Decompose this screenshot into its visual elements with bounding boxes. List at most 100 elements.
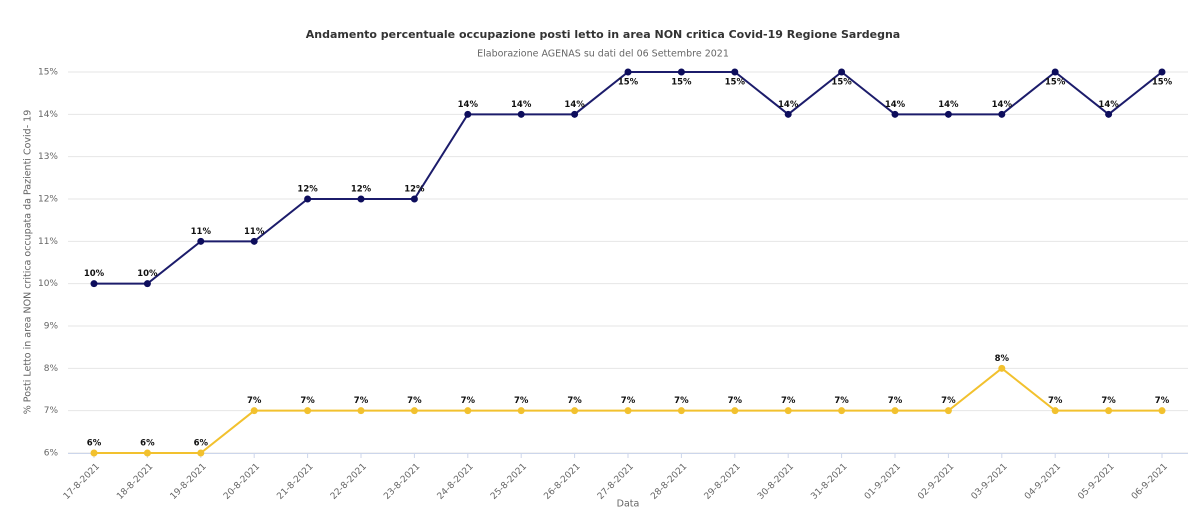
point (784, 110, 792, 118)
y-tick-label: 8% (44, 364, 59, 374)
point (143, 280, 151, 288)
data-label: 7% (674, 396, 689, 406)
y-tick-label: 7% (44, 406, 59, 416)
point (1158, 68, 1166, 76)
point (998, 110, 1006, 118)
data-label: 7% (461, 396, 476, 406)
point (998, 364, 1006, 372)
x-tick-label: 22-8-2021 (329, 462, 369, 502)
data-label: 11% (191, 227, 212, 237)
data-label: 15% (618, 78, 639, 88)
data-label: 14% (564, 100, 585, 110)
data-label: 15% (831, 78, 852, 88)
point (464, 110, 472, 118)
point (90, 449, 98, 457)
data-label: 15% (671, 78, 692, 88)
data-label: 15% (1152, 78, 1173, 88)
x-tick-label: 06-9-2021 (1130, 462, 1170, 502)
data-label: 7% (1155, 396, 1170, 406)
x-axis-title: Data (617, 499, 640, 508)
point (1105, 110, 1113, 118)
x-tick-label: 25-8-2021 (489, 462, 529, 502)
point (891, 407, 899, 415)
point (731, 407, 739, 415)
point (197, 449, 205, 457)
x-tick-label: 23-8-2021 (382, 462, 422, 502)
x-tick-label: 01-9-2021 (863, 462, 903, 502)
x-tick-label: 28-8-2021 (649, 462, 689, 502)
point (838, 68, 846, 76)
point (464, 407, 472, 415)
data-label: 6% (140, 439, 155, 449)
point (1051, 407, 1059, 415)
point (304, 407, 312, 415)
x-tick-label: 21-8-2021 (275, 462, 315, 502)
data-label: 7% (407, 396, 422, 406)
x-tick-label: 30-8-2021 (756, 462, 796, 502)
data-label: 12% (404, 185, 425, 195)
data-label: 14% (938, 100, 959, 110)
point (517, 407, 525, 415)
data-label: 7% (1048, 396, 1063, 406)
y-tick-label: 14% (38, 110, 58, 120)
data-label: 7% (941, 396, 956, 406)
data-label: 7% (514, 396, 529, 406)
point (944, 110, 952, 118)
x-tick-label: 02-9-2021 (916, 462, 956, 502)
point (677, 68, 685, 76)
point (517, 110, 525, 118)
y-axis-title: % Posti Letto in area NON critica occupa… (23, 110, 34, 414)
chart-title: Andamento percentuale occupazione posti … (306, 28, 900, 41)
data-label: 7% (888, 396, 903, 406)
data-label: 10% (137, 269, 158, 279)
data-label: 10% (84, 269, 105, 279)
point (357, 407, 365, 415)
data-label: 12% (351, 185, 372, 195)
point (624, 68, 632, 76)
point (90, 280, 98, 288)
data-label: 15% (725, 78, 746, 88)
x-tick-label: 24-8-2021 (436, 462, 476, 502)
point (410, 407, 418, 415)
point (250, 407, 258, 415)
point (143, 449, 151, 457)
data-label: 14% (511, 100, 532, 110)
x-tick-label: 18-8-2021 (115, 462, 155, 502)
point (571, 407, 579, 415)
data-label: 7% (1101, 396, 1116, 406)
data-label: 14% (458, 100, 479, 110)
y-tick-label: 13% (38, 152, 58, 162)
x-tick-label: 26-8-2021 (542, 462, 582, 502)
data-label: 6% (194, 439, 209, 449)
point (250, 237, 258, 245)
y-tick-label: 6% (44, 449, 59, 459)
point (571, 110, 579, 118)
data-label: 7% (834, 396, 849, 406)
point (838, 407, 846, 415)
data-label: 15% (1045, 78, 1066, 88)
y-tick-label: 15% (38, 68, 58, 78)
data-label: 7% (567, 396, 582, 406)
data-label: 7% (781, 396, 796, 406)
y-tick-label: 9% (44, 322, 59, 332)
x-tick-label: 27-8-2021 (596, 462, 636, 502)
data-label: 14% (778, 100, 799, 110)
data-label: 7% (300, 396, 315, 406)
point (197, 237, 205, 245)
point (1051, 68, 1059, 76)
point (357, 195, 365, 203)
x-tick-label: 19-8-2021 (169, 462, 209, 502)
data-label: 7% (621, 396, 636, 406)
x-tick-label: 31-8-2021 (809, 462, 849, 502)
x-tick-label: 04-9-2021 (1023, 462, 1063, 502)
point (624, 407, 632, 415)
point (891, 110, 899, 118)
point (784, 407, 792, 415)
x-tick-label: 17-8-2021 (62, 462, 102, 502)
data-label: 12% (297, 185, 318, 195)
y-tick-label: 10% (38, 279, 58, 289)
point (1158, 407, 1166, 415)
data-label: 14% (885, 100, 906, 110)
data-label: 6% (87, 439, 102, 449)
